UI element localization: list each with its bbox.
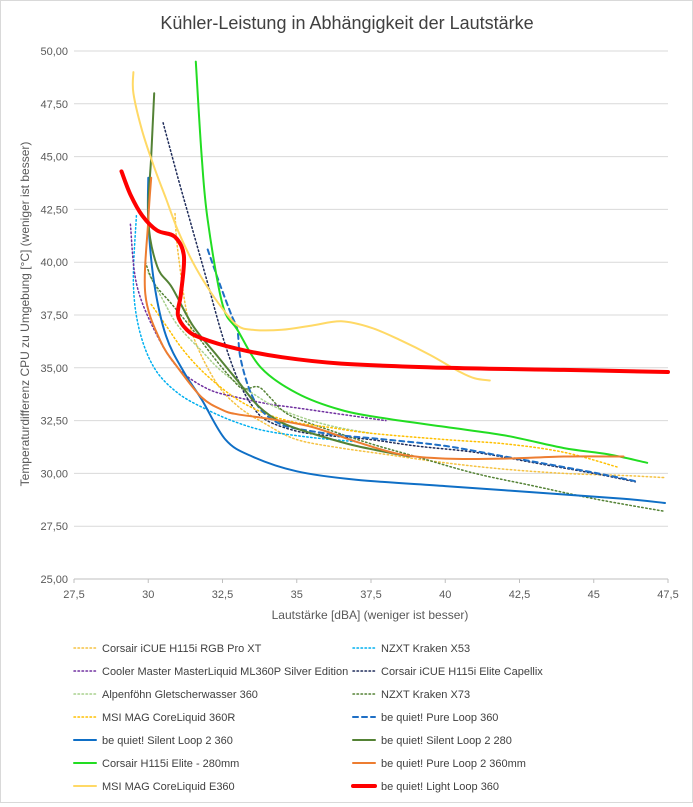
series-line-13 [131, 71, 491, 382]
series-line-10 [147, 92, 411, 458]
legend-label: be quiet! Silent Loop 2 360 [102, 735, 233, 747]
legend-label: Corsair iCUE H115i RGB Pro XT [102, 643, 262, 655]
legend-label: Cooler Master MasterLiquid ML360P Silver… [102, 666, 348, 678]
y-tick-label: 45,00 [40, 152, 68, 164]
x-tick-label: 40 [439, 589, 451, 601]
axes: 25,00 27,50 30,00 32,50 35,00 37,50 40,00 42,50… [40, 46, 678, 601]
y-tick-label: 37,50 [40, 310, 68, 322]
series-line-2 [132, 214, 357, 443]
series-line-7 [150, 303, 619, 468]
legend: Corsair iCUE H115i RGB Pro XT NZXT Kraken… [73, 643, 543, 793]
chart-title: Kühler-Leistung in Abhängigkeit der Laut… [160, 13, 533, 33]
legend-label: Corsair iCUE H115i Elite Capellix [381, 666, 543, 678]
legend-label: be quiet! Silent Loop 2 280 [381, 735, 512, 747]
series-line-3 [129, 223, 387, 422]
legend-label: NZXT Kraken X53 [381, 643, 470, 655]
x-axis-title: Lautstärke [dBA] (weniger ist besser) [272, 608, 469, 622]
x-tick-label: 45 [588, 589, 600, 601]
y-tick-label: 35,00 [40, 363, 68, 375]
y-tick-label: 30,00 [40, 468, 68, 480]
series-line-12 [143, 176, 625, 461]
x-tick-label: 27,5 [63, 589, 84, 601]
legend-label: MSI MAG CoreLiquid E360 [102, 781, 235, 793]
legend-label: NZXT Kraken X73 [381, 689, 470, 701]
x-tick-label: 30 [142, 589, 154, 601]
x-tick-label: 35 [291, 589, 303, 601]
y-tick-label: 25,00 [40, 574, 68, 586]
x-tick-label: 47,5 [657, 589, 678, 601]
legend-label: be quiet! Pure Loop 360 [381, 712, 498, 724]
y-tick-label: 47,50 [40, 99, 68, 111]
series-line-6 [144, 261, 666, 513]
grid-lines [74, 50, 668, 580]
series-line-1 [174, 212, 666, 479]
legend-label: be quiet! Light Loop 360 [381, 781, 499, 793]
y-tick-label: 40,00 [40, 257, 68, 269]
series-line-4 [162, 122, 637, 483]
y-tick-label: 42,50 [40, 204, 68, 216]
y-tick-label: 27,50 [40, 521, 68, 533]
legend-label: Alpenföhn Gletscherwasser 360 [102, 689, 258, 701]
series-line-9 [146, 176, 666, 504]
y-tick-label: 32,50 [40, 416, 68, 428]
legend-label: MSI MAG CoreLiquid 360R [102, 712, 235, 724]
x-tick-label: 32,5 [212, 589, 233, 601]
x-tick-label: 42,5 [509, 589, 530, 601]
legend-label: be quiet! Pure Loop 2 360mm [381, 758, 526, 770]
series-line-11 [194, 60, 649, 464]
y-axis-title: Temperaturdifferenz CPU zu Umgebung [°C]… [18, 142, 32, 487]
series-lines [119, 60, 670, 513]
series-line-5 [147, 272, 372, 435]
y-tick-label: 50,00 [40, 46, 68, 58]
series-line-14 [119, 169, 670, 374]
legend-label: Corsair H115i Elite - 280mm [102, 758, 239, 770]
x-tick-label: 37,5 [360, 589, 381, 601]
